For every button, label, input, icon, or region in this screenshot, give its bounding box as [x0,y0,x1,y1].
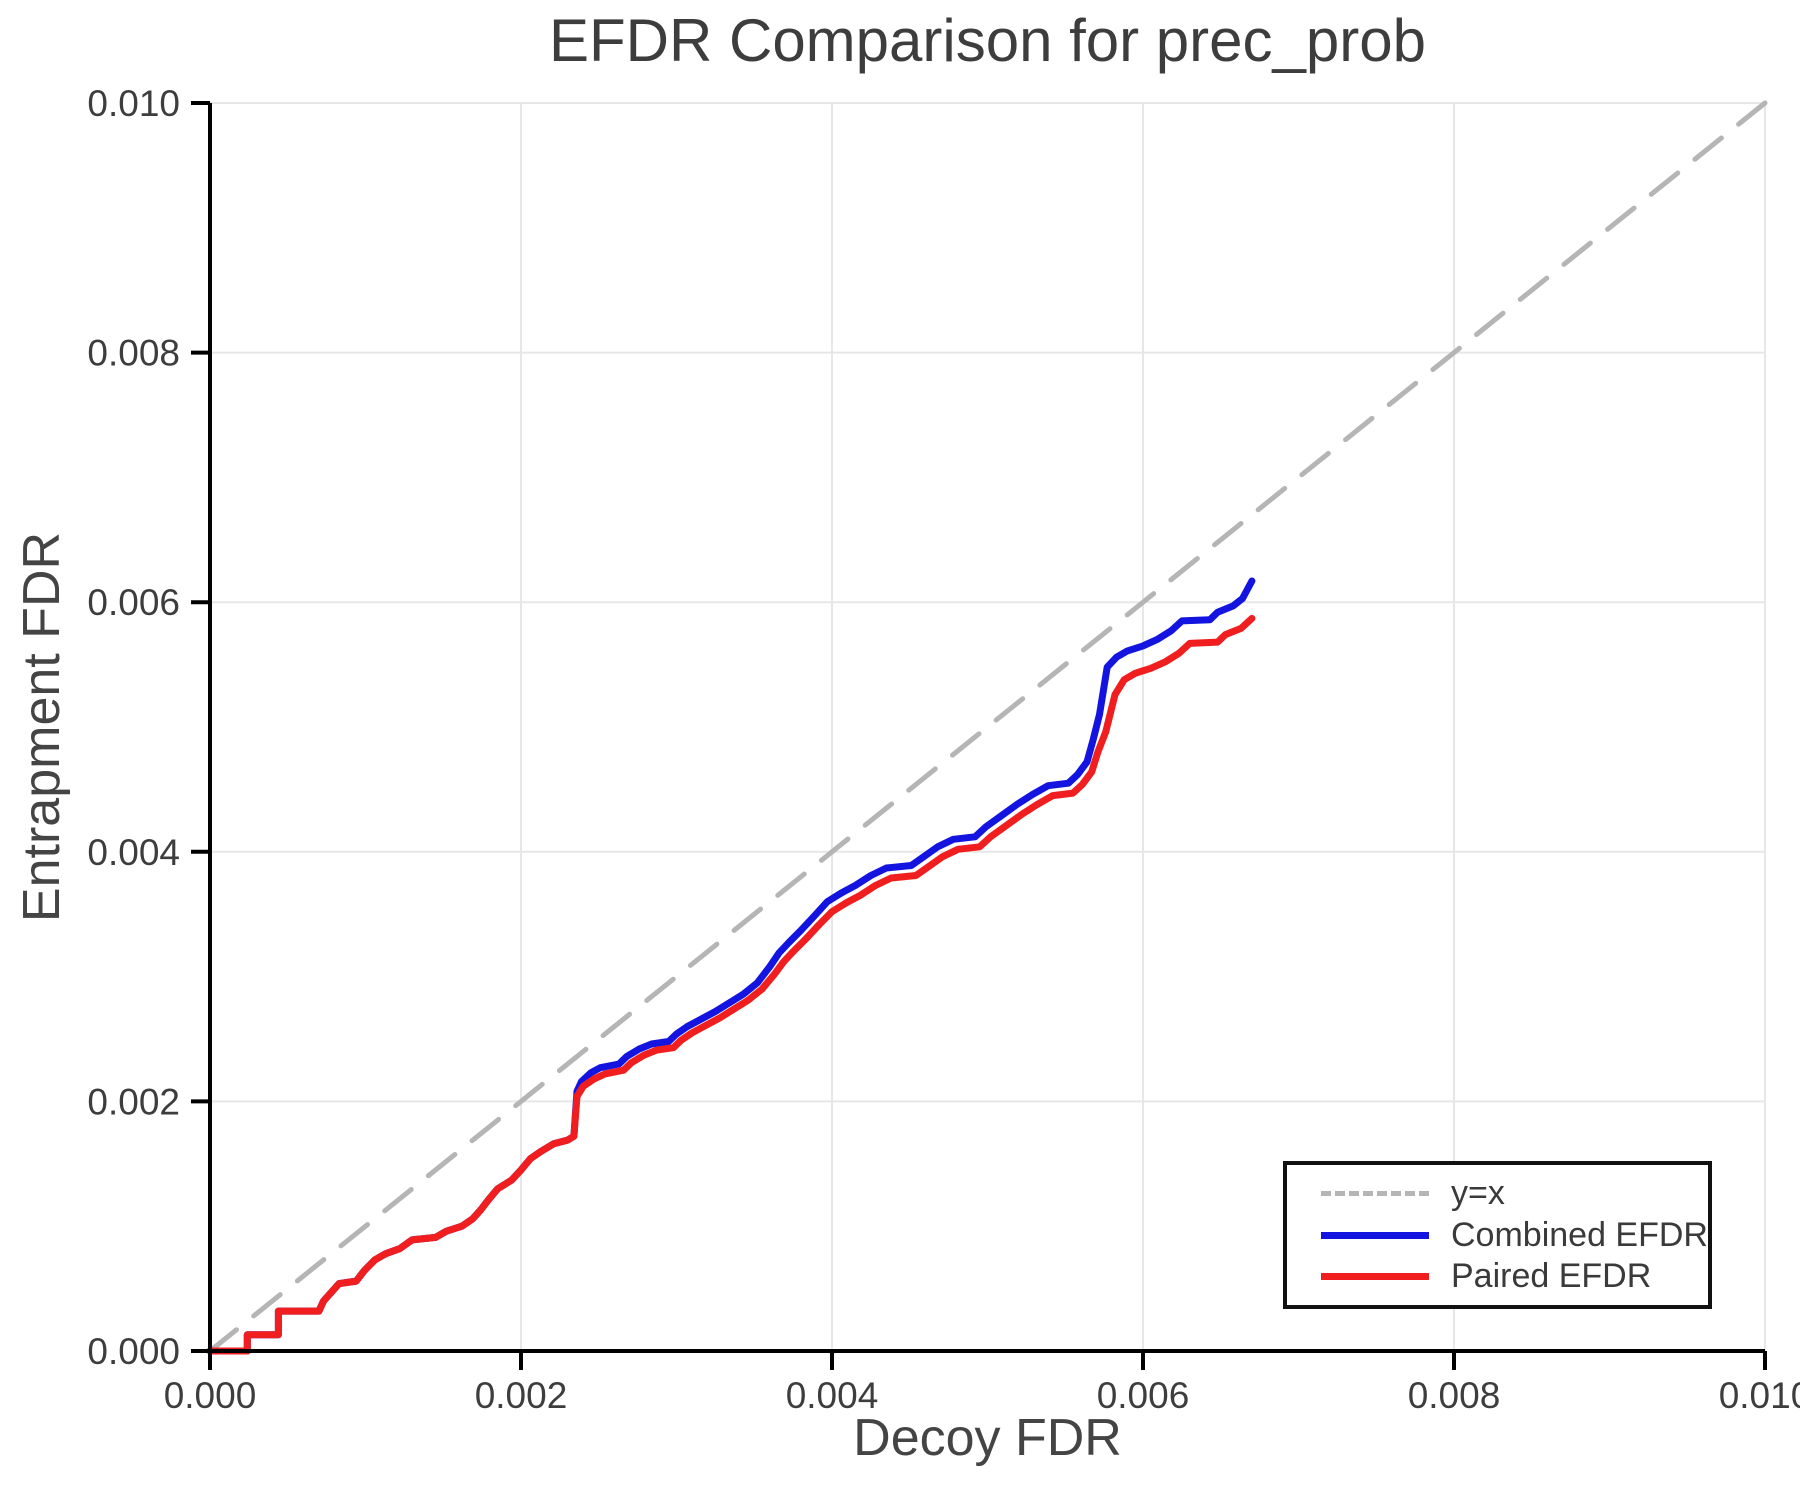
legend-line-blue-icon [1321,1231,1429,1239]
x-axis-label: Decoy FDR [853,1409,1122,1467]
y-axis-label: Entrapment FDR [13,531,71,923]
chart-title: EFDR Comparison for prec_prob [548,7,1426,74]
y-tick-label: 0.006 [87,582,180,623]
legend-line-dashed-icon [1321,1190,1429,1196]
legend-row-yx: y=x [1321,1174,1698,1213]
legend-label-paired: Paired EFDR [1451,1257,1652,1296]
x-tick-label: 0.002 [475,1375,568,1416]
legend-row-paired: Paired EFDR [1321,1257,1698,1296]
legend-line-red-icon [1321,1273,1429,1281]
series-paired-efdr [206,614,1256,1355]
legend-label-combined: Combined EFDR [1451,1215,1708,1254]
legend-row-combined: Combined EFDR [1321,1216,1708,1255]
legend-box: y=x Combined EFDR Paired EFDR [1283,1161,1712,1309]
x-tick-label: 0.008 [1408,1375,1501,1416]
y-tick-label: 0.004 [87,832,180,873]
y-tick-label: 0.002 [87,1081,180,1122]
y-tick-label: 0.008 [87,333,180,374]
y-tick-label: 0.010 [87,83,180,124]
x-tick-label: 0.010 [1719,1375,1800,1416]
x-tick-label: 0.006 [1097,1375,1190,1416]
y-tick-label: 0.000 [87,1331,180,1372]
x-tick-label: 0.004 [786,1375,879,1416]
y-axis-label-wrap: Entrapment FDR [12,427,72,1027]
legend-label-yx: y=x [1451,1173,1505,1212]
x-tick-label: 0.000 [164,1375,257,1416]
series-combined-efdr [206,577,1256,1355]
